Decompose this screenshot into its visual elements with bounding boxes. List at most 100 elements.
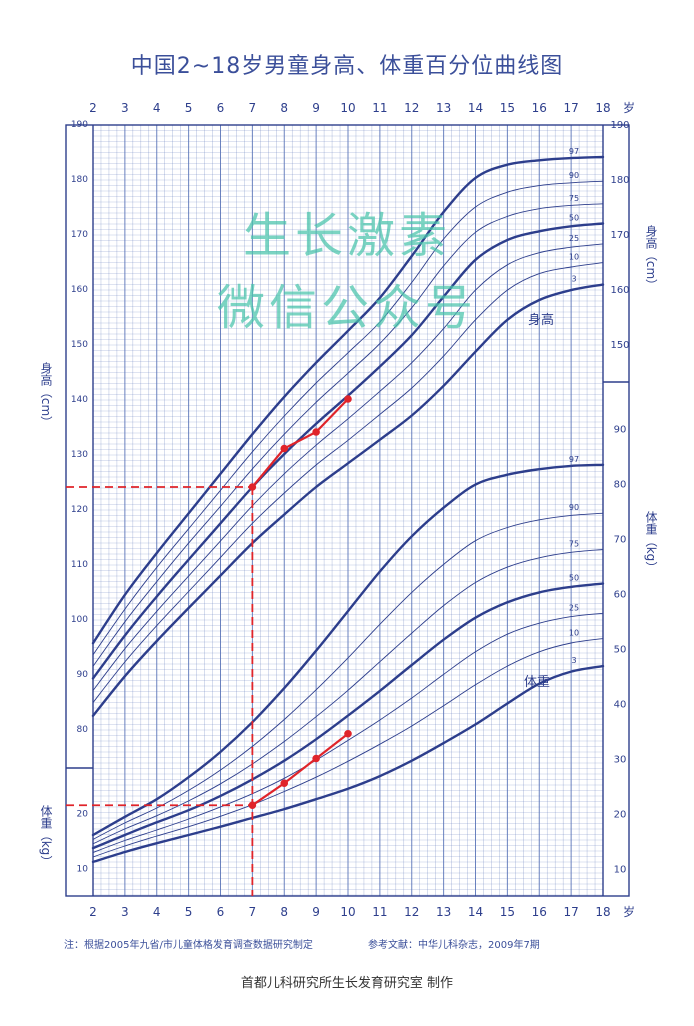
- height-tick-right: 170: [610, 230, 629, 241]
- weight-tick-right: 80: [614, 480, 627, 491]
- height-measured-point: [312, 428, 320, 436]
- weight-percentile-label: 25: [569, 603, 579, 612]
- frame-layer: [65, 124, 630, 897]
- x-tick-label-top: 11: [372, 101, 387, 115]
- percentile-curves: [91, 155, 605, 864]
- x-tick-label-top: 6: [217, 101, 225, 115]
- x-tick-label-top: 5: [185, 101, 193, 115]
- height-curve-p25: [92, 243, 604, 691]
- height-percentile-label: 90: [569, 171, 579, 180]
- weight-percentile-label: 10: [569, 629, 579, 638]
- weight-measured-point: [344, 729, 352, 738]
- height-tick-right: 160: [610, 285, 629, 296]
- weight-percentile-label: 3: [571, 656, 576, 665]
- weight-tick-right: 60: [614, 590, 627, 601]
- weight-curve-p97: [91, 463, 605, 837]
- x-tick-label-top: 16: [532, 101, 547, 115]
- weight-percentile-label: 75: [569, 540, 579, 549]
- height-tick-left: 160: [71, 285, 88, 295]
- x-tick-label-top: 15: [500, 101, 515, 115]
- x-tick-label-bottom: 18: [595, 905, 610, 919]
- weight-measured-line: [251, 732, 349, 807]
- x-tick-label-top: 3: [121, 101, 129, 115]
- height-percentile-label: 10: [569, 253, 579, 262]
- height-tick-left: 170: [71, 230, 88, 240]
- weight-percentile-label: 90: [569, 503, 579, 512]
- height-measured-point: [280, 444, 289, 453]
- height-tick-left: 100: [71, 615, 88, 625]
- weight-curve-p50: [91, 582, 605, 850]
- x-tick-label-top: 7: [249, 101, 257, 115]
- x-tick-label-top: 2: [89, 101, 97, 115]
- x-tick-label-bottom: 14: [468, 905, 483, 919]
- height-percentile-label: 50: [569, 214, 579, 223]
- x-tick-label-top: 13: [436, 101, 451, 115]
- weight-curve-p3: [91, 664, 605, 864]
- height-percentile-label: 75: [569, 194, 579, 203]
- x-tick-label-bottom: 5: [185, 905, 193, 919]
- weight-tick-left: 20: [77, 810, 89, 820]
- watermark-line-1: 生长激素: [242, 208, 451, 264]
- percentile-labels: 97 90 75 50 25 10 3 97 90 75 50 25 10 3: [569, 147, 579, 665]
- x-tick-label-bottom: 16: [532, 905, 547, 919]
- age-unit-top: 岁: [623, 100, 635, 115]
- x-tick-label-top: 8: [280, 101, 288, 115]
- height-curve-p75: [92, 203, 604, 667]
- weight-tick-right: 10: [614, 865, 627, 876]
- weight-tick-right: 90: [614, 425, 627, 436]
- height-group-label: 身高: [528, 312, 554, 328]
- weight-curve-p25: [92, 612, 604, 853]
- height-tick-left: 110: [71, 560, 88, 570]
- height-tick-left: 120: [71, 505, 88, 515]
- height-curve-p10: [92, 262, 604, 704]
- x-tick-label-top: 4: [153, 101, 161, 115]
- footnote-source: 注：根据2005年九省/市儿童体格发育调查数据研究制定: [64, 940, 313, 951]
- height-tick-right: 180: [610, 175, 629, 186]
- x-tick-label-top: 14: [468, 101, 483, 115]
- x-tick-label-bottom: 10: [340, 905, 355, 919]
- footnote-reference: 参考文献：中华儿科杂志，2009年7期: [368, 940, 540, 951]
- weight-measured-point: [312, 754, 320, 763]
- weight-axis-label-right: 体重（kg）: [644, 510, 658, 573]
- height-tick-left: 130: [71, 450, 88, 460]
- chart-title: 中国2~18岁男童身高、体重百分位曲线图: [130, 54, 564, 79]
- height-curve-p90: [92, 180, 604, 656]
- x-tick-label-top: 12: [404, 101, 419, 115]
- x-tick-label-bottom: 3: [121, 905, 129, 919]
- x-tick-label-bottom: 4: [153, 905, 161, 919]
- x-tick-label-bottom: 15: [500, 905, 515, 919]
- weight-measured-point: [280, 779, 289, 788]
- x-tick-label-top: 10: [340, 101, 355, 115]
- height-percentile-label: 25: [569, 234, 579, 243]
- height-tick-left: 180: [71, 175, 88, 185]
- age-unit-bottom: 岁: [623, 904, 635, 919]
- x-tick-label-top: 17: [563, 101, 578, 115]
- height-percentile-label: 3: [571, 275, 576, 284]
- x-tick-label-top: 9: [312, 101, 320, 115]
- x-tick-label-bottom: 13: [436, 905, 451, 919]
- weight-tick-right: 70: [614, 535, 627, 546]
- height-tick-right: 190: [610, 120, 629, 131]
- chart-frame: [65, 124, 630, 897]
- credit-line: 首都儿科研究所生长发育研究室 制作: [240, 976, 454, 991]
- x-tick-label-top: 18: [595, 101, 610, 115]
- weight-curve-p75: [92, 549, 604, 845]
- weight-tick-right: 50: [614, 645, 627, 656]
- weight-tick-right: 20: [614, 810, 627, 821]
- height-tick-left: 150: [71, 340, 88, 350]
- weight-tick-left: 10: [77, 865, 89, 875]
- grid-layer: [92, 124, 604, 896]
- height-measured-line: [251, 398, 349, 488]
- x-tick-label-bottom: 9: [312, 905, 320, 919]
- height-axis-label: 身高（cm）: [39, 360, 53, 428]
- tick-layer: 2 2 3 3 4 4 5 5 6 6 7 7 8 8 9 9 10 10 11 11 12 12 13 13 14 14 15 15…: [71, 101, 630, 919]
- x-tick-label-bottom: 7: [249, 905, 257, 919]
- x-tick-label-bottom: 17: [563, 905, 578, 919]
- height-measured-point: [344, 395, 352, 403]
- height-percentile-label: 97: [569, 147, 579, 156]
- height-curve-p3: [91, 283, 605, 717]
- x-tick-label-bottom: 6: [217, 905, 225, 919]
- weight-tick-right: 40: [614, 700, 627, 711]
- height-tick-left: 190: [71, 120, 88, 130]
